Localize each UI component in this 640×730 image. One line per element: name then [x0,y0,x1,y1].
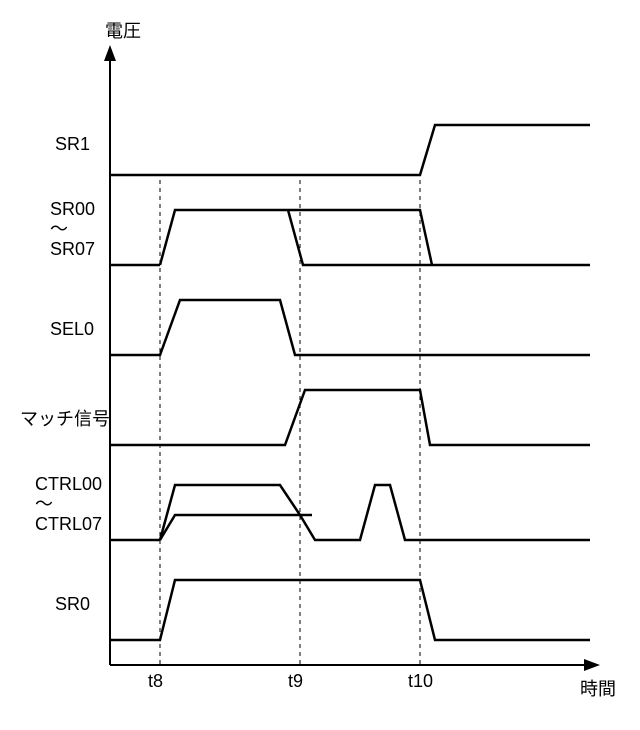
y-axis-label: 電圧 [105,21,141,41]
signal-match [110,390,590,445]
signal-label: SR07 [50,239,95,259]
signal-label: マッチ信号 [20,409,110,429]
time-label: t9 [288,671,303,691]
signal-CTRL00_CTRL07 [300,485,590,540]
signal-SR0 [110,580,590,640]
signal-label: SEL0 [50,319,94,339]
time-label: t8 [148,671,163,691]
signal-SR1 [110,125,590,175]
x-axis-label: 時間 [580,679,616,699]
signal-label: 〜 [50,219,68,239]
signal-label: 〜 [35,494,53,514]
signal-label: CTRL07 [35,514,102,534]
signal-SEL0 [110,300,590,355]
timing-diagram: 電圧時間t8t9t10SR1SR00〜SR07SEL0マッチ信号CTRL00〜C… [0,0,640,730]
signal-label: SR00 [50,199,95,219]
signal-label: SR0 [55,594,90,614]
signal-label: SR1 [55,134,90,154]
time-label: t10 [408,671,433,691]
signal-SR00_SR07-lower [288,210,590,265]
signal-label: CTRL00 [35,474,102,494]
